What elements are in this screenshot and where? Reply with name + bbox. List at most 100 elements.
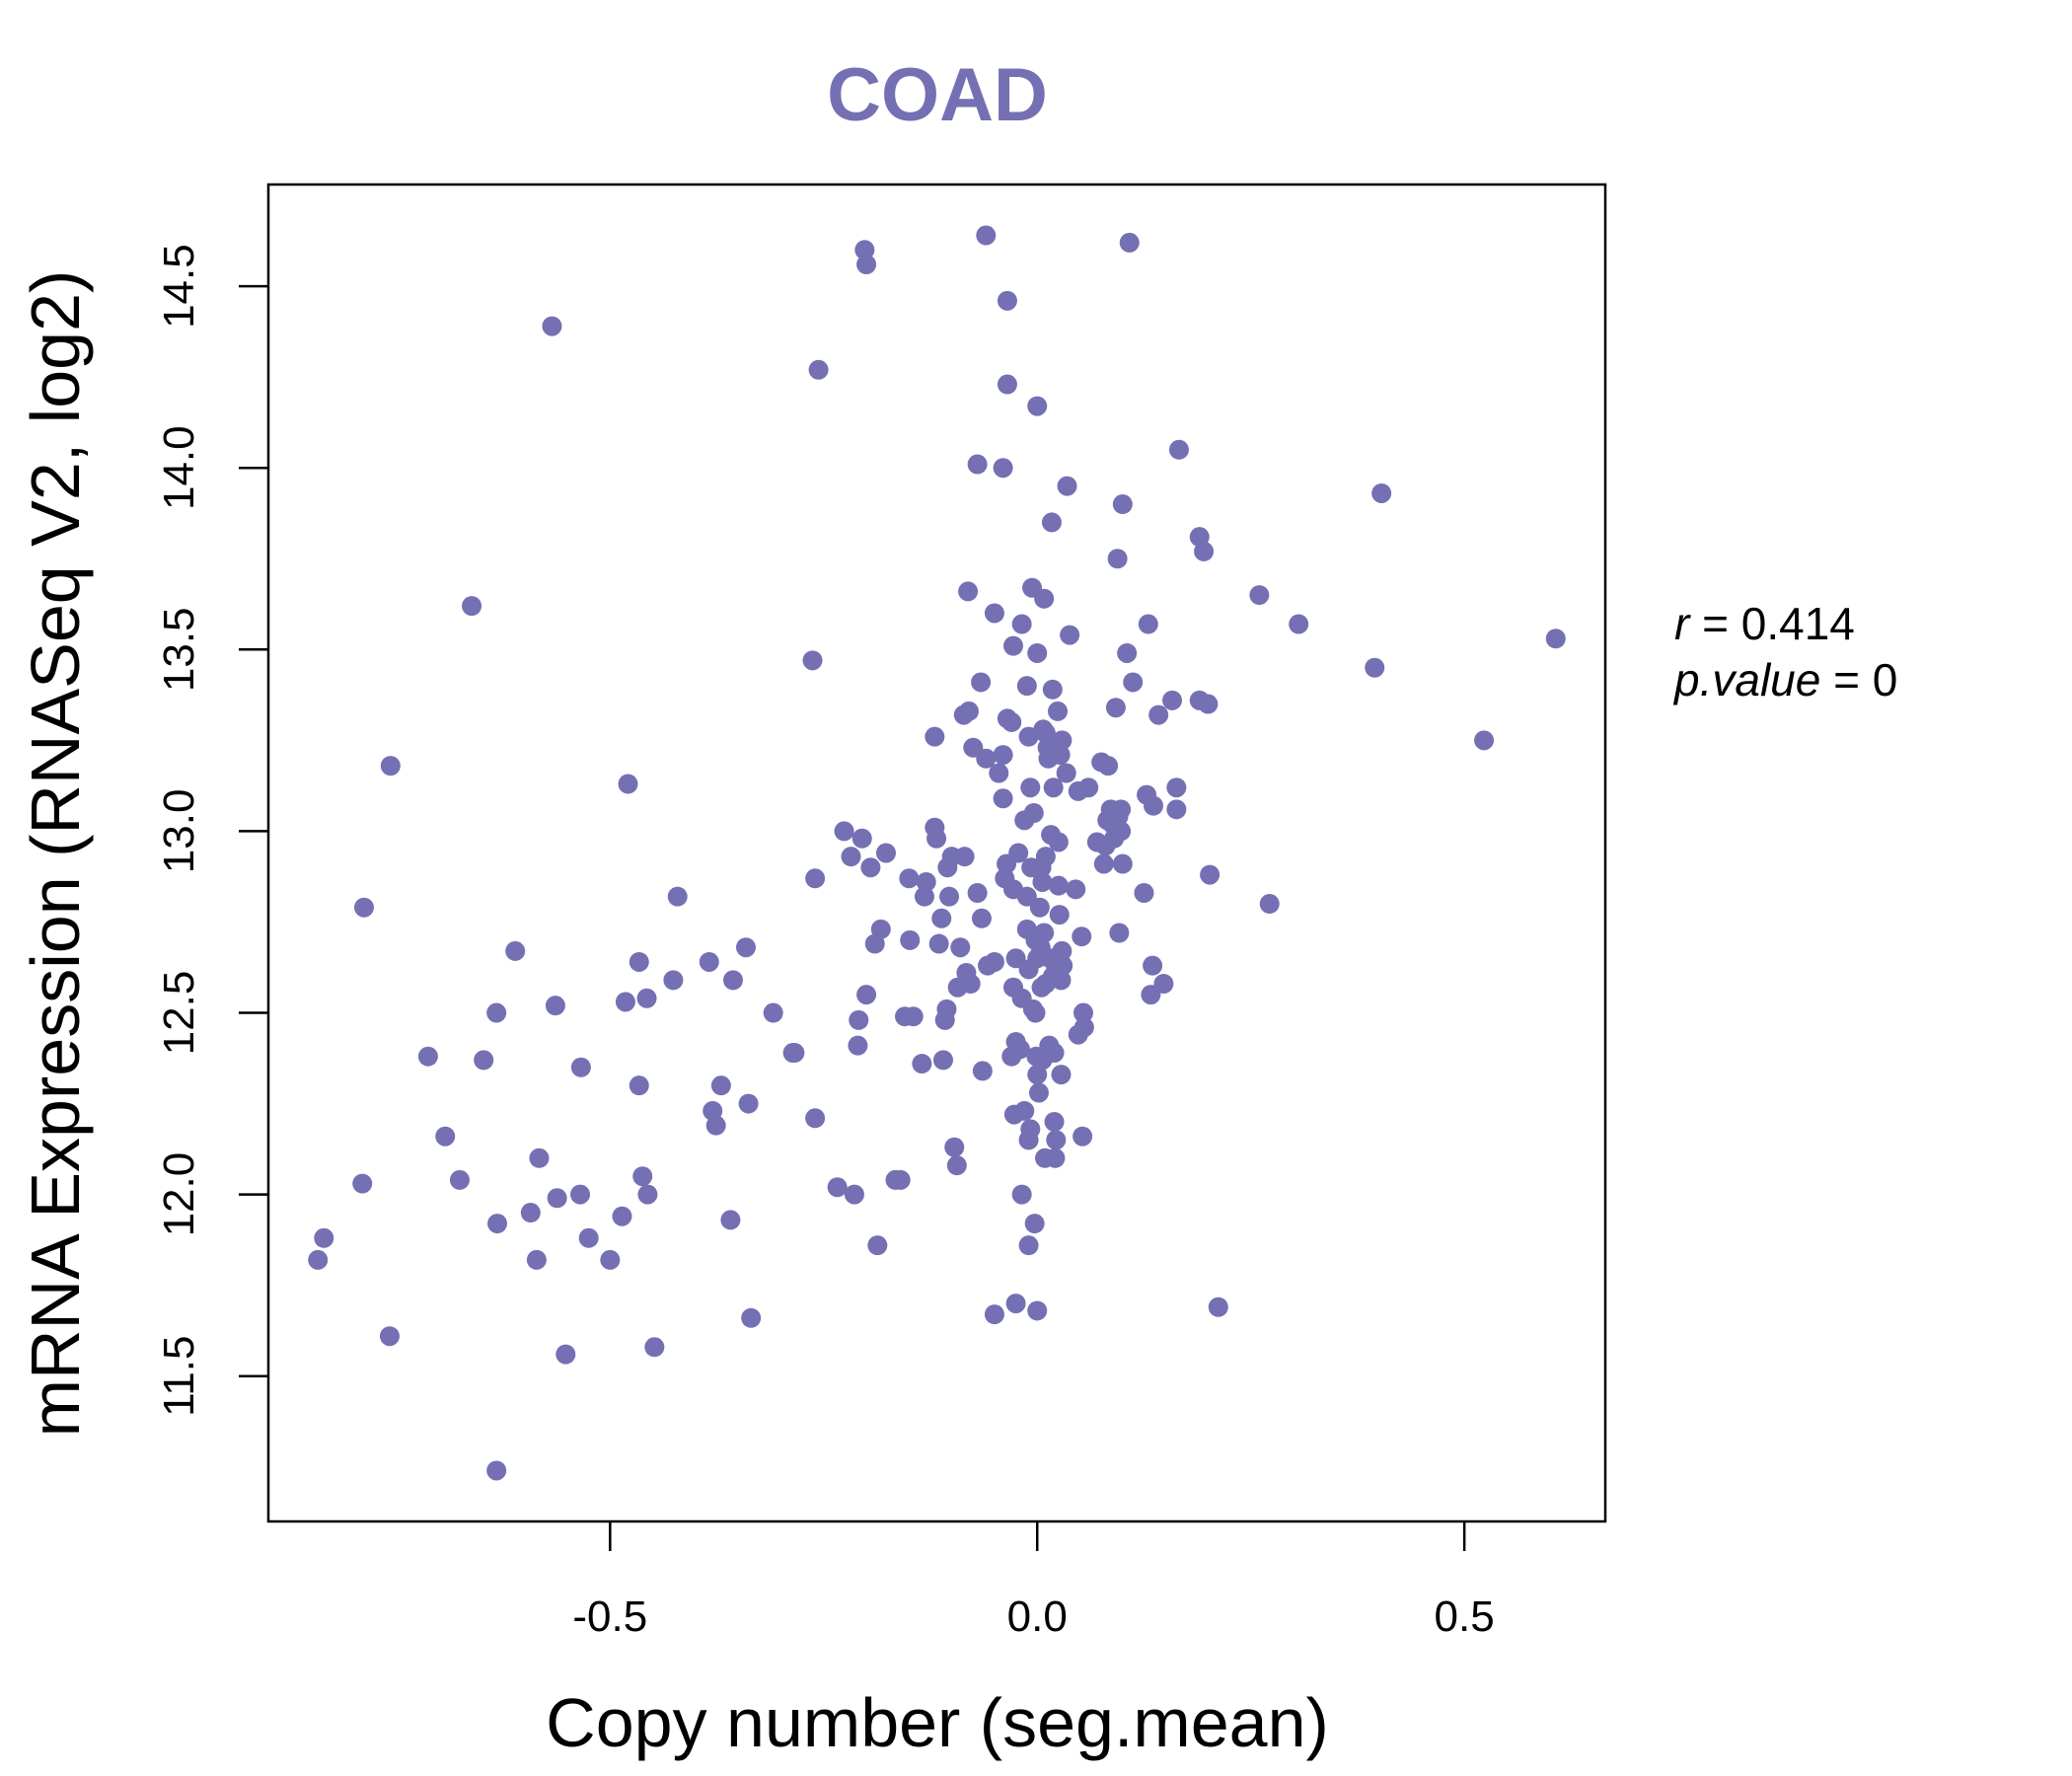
data-point [1162,690,1183,710]
data-point [1066,879,1086,900]
data-point [903,1006,924,1027]
data-point [997,374,1017,395]
data-point [1043,777,1064,798]
data-point [870,919,891,939]
data-point [615,992,635,1012]
data-point [1168,439,1189,460]
data-point [1053,955,1073,976]
correlation-stat: r = 0.414 [1674,598,1855,649]
data-point [1057,476,1077,496]
y-tick-label: 11.5 [155,1336,203,1417]
plot-frame [266,183,1607,1523]
data-point [462,596,482,617]
data-point [848,1035,868,1056]
data-point [1025,1002,1046,1023]
data-point [867,1235,888,1256]
data-point [1078,777,1099,798]
data-point [555,1344,576,1365]
data-point [1020,1119,1041,1140]
data-point [1208,1296,1228,1317]
data-point [1049,905,1070,925]
p-value-stat: p.value = 0 [1672,654,1897,705]
data-point [1052,730,1073,751]
data-point [763,1002,783,1023]
p-label: p.value [1672,654,1820,705]
data-point [1194,541,1215,561]
y-axis: 11.5 12.0 12.5 13.0 13.5 14.0 14.5 [155,244,268,1417]
data-point [741,1307,762,1328]
data-point [944,1137,965,1157]
data-point [1042,679,1063,700]
data-point [1008,843,1029,863]
data-point [380,756,401,777]
data-point [802,650,823,671]
data-point [720,1210,741,1230]
data-point [632,1166,653,1187]
data-point [1001,711,1022,732]
data-point [1105,698,1126,718]
data-point [1052,940,1073,961]
data-point [1166,799,1187,820]
data-point [784,1043,805,1064]
data-point [618,774,638,794]
data-point [1009,1039,1030,1060]
data-point [972,1061,993,1081]
data-point [1048,832,1069,852]
data-point [352,1173,373,1194]
data-point [629,1075,649,1096]
data-point [600,1249,621,1270]
data-point [1143,795,1163,816]
data-point [914,886,934,907]
data-point [946,1155,967,1176]
chart-title: COAD [827,53,1048,137]
data-point [984,603,1004,624]
data-point [449,1169,470,1190]
x-axis: -0.5 0.0 0.5 [572,1521,1495,1641]
data-point [854,240,875,260]
data-point [1073,1126,1093,1147]
data-point [1111,799,1132,820]
data-point [976,748,997,769]
data-point [989,763,1009,783]
data-point [1138,614,1158,634]
data-point [578,1227,599,1248]
data-point [993,788,1013,809]
data-point [1029,897,1050,918]
data-point [547,1188,567,1209]
data-point [699,951,719,972]
data-point [993,745,1013,766]
data-point [1112,853,1133,874]
data-point [1249,585,1270,606]
data-point [856,255,877,275]
data-point [967,454,988,475]
data-point [958,581,979,602]
data-point [950,937,971,958]
data-point [637,1184,658,1205]
data-point [954,847,975,867]
data-point [931,908,952,928]
data-point [984,951,1004,972]
data-point [1045,1147,1066,1168]
p-value: 0 [1873,654,1898,705]
data-point [353,897,374,918]
data-point [1002,635,1023,656]
data-point [841,847,861,867]
data-point [1148,704,1169,725]
data-point [486,1002,507,1023]
data-point [1093,853,1114,874]
data-point [545,996,565,1016]
data-point [308,1249,329,1270]
data-point [710,1075,731,1096]
data-point [1027,642,1048,663]
data-point [505,940,526,961]
data-point [1072,926,1092,947]
data-point [474,1050,494,1071]
data-point [936,999,957,1019]
data-point [1032,871,1053,892]
data-point [900,929,921,950]
data-point [1166,777,1187,798]
data-point [435,1126,456,1147]
data-point [827,1177,848,1198]
data-point [1020,777,1041,798]
